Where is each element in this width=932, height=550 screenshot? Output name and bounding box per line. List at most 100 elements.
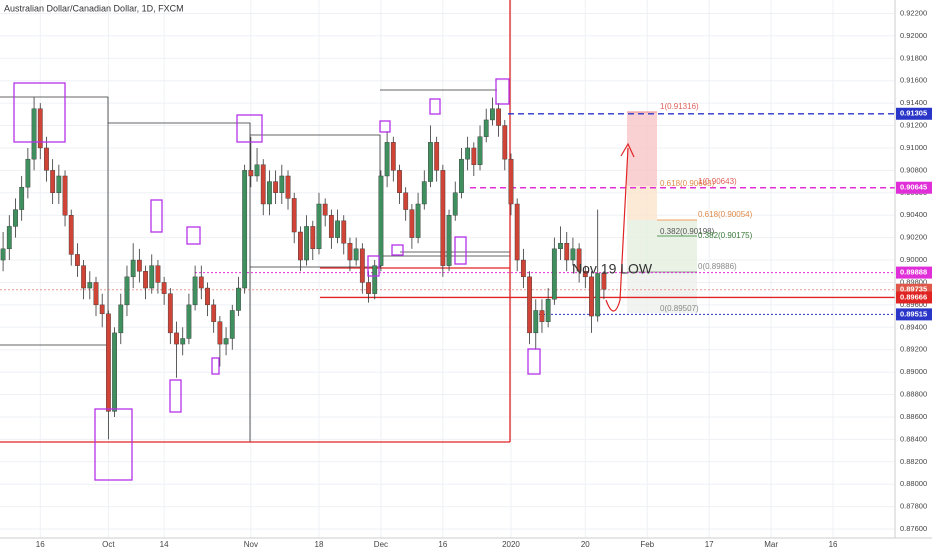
candle-body: [335, 220, 340, 238]
highlight-box: [236, 114, 263, 143]
candle-body: [366, 282, 371, 294]
candle-body: [136, 259, 142, 272]
fib-label: 0.618(0.90643): [660, 179, 715, 188]
x-tick-label: 16: [438, 540, 447, 549]
y-tick-label: 0.90400: [900, 210, 927, 219]
candle-body: [279, 175, 285, 193]
candle-body: [483, 119, 489, 137]
y-tick-label: 0.92000: [900, 31, 927, 40]
candle-body: [459, 158, 464, 193]
candle-body: [124, 276, 130, 306]
candle-body: [192, 276, 198, 306]
price-tag-label: 0.91305: [900, 109, 927, 118]
candle-body: [149, 265, 155, 289]
candle-body: [81, 265, 87, 289]
candle-body: [545, 299, 551, 322]
x-tick-label: Dec: [374, 540, 388, 549]
candle-body: [62, 175, 68, 216]
candle-body: [589, 276, 594, 317]
candle-body: [601, 273, 607, 290]
highlight-box: [527, 348, 541, 375]
x-tick-label: 14: [160, 540, 169, 549]
candle-body: [6, 226, 12, 250]
candle-body: [508, 158, 514, 205]
candle-body: [434, 142, 440, 171]
fib-zone: [627, 112, 657, 186]
y-tick-label: 0.88600: [900, 412, 927, 421]
candle-body: [582, 271, 588, 278]
price-tag-label: 0.89735: [900, 285, 927, 294]
candle-body: [217, 321, 223, 345]
candle-body: [564, 243, 570, 261]
fib-label: 1(0.91316): [660, 102, 699, 111]
candle-body: [267, 181, 272, 205]
annotation: Nov 19 LOW: [572, 261, 653, 277]
y-tick-label: 0.88000: [900, 479, 927, 488]
candle-body: [155, 265, 161, 283]
candle-body: [291, 198, 297, 233]
highlight-box: [391, 244, 404, 256]
x-tick-label: 17: [705, 540, 714, 549]
candle-body: [130, 259, 136, 278]
candle-body: [223, 338, 229, 345]
candle-body: [527, 276, 532, 334]
candle-body: [13, 209, 18, 227]
candle-body: [570, 248, 576, 261]
axis-labels: 0.87600 0.87800 0.88000 0.88200 0.88400 0.886…: [36, 8, 932, 549]
candle-body: [174, 332, 179, 345]
highlight-box: [13, 82, 66, 143]
fib-label: 0.618(0.90054): [698, 210, 753, 219]
x-tick-label: 2020: [502, 540, 520, 549]
candle-body: [328, 214, 334, 238]
candles: [0, 97, 607, 440]
candle-body: [465, 147, 471, 160]
candle-body: [31, 108, 37, 160]
candle-body: [490, 108, 495, 121]
candle-body: [211, 304, 217, 322]
candle-body: [248, 170, 254, 177]
fib-label: 0.382(0.90198): [660, 227, 715, 236]
candle-body: [37, 108, 43, 149]
highlight-boxes: [13, 78, 541, 481]
x-tick-label: Oct: [102, 540, 115, 549]
price-tag: [896, 181, 932, 194]
candle-body: [105, 313, 111, 412]
highlight-box: [379, 120, 391, 133]
candle-body: [428, 142, 433, 182]
x-tick-label: Feb: [640, 540, 654, 549]
candle-body: [50, 170, 56, 193]
candle-body: [236, 287, 241, 311]
candle-body: [384, 142, 390, 177]
candle-body: [359, 248, 365, 283]
candle-body: [322, 203, 328, 216]
candle-body: [87, 282, 93, 289]
candle-body: [297, 231, 303, 261]
y-tick-label: 0.89200: [900, 345, 927, 354]
fib-zone: [627, 272, 697, 313]
candle-body: [390, 142, 396, 171]
y-tick-label: 0.90000: [900, 255, 927, 264]
fib-label: 0(0.89886): [698, 262, 737, 271]
candle-body: [254, 164, 260, 177]
x-tick-label: Nov: [244, 540, 258, 549]
y-tick-label: 0.89800: [900, 277, 927, 286]
candle-body: [260, 164, 266, 205]
candle-body: [502, 125, 508, 160]
candle-body: [304, 226, 309, 261]
price-tag-label: 0.89888: [900, 268, 927, 277]
highlight-box: [367, 255, 380, 277]
fib-zone: [627, 220, 697, 272]
x-tick-label: 16: [829, 540, 838, 549]
price-tag: [896, 107, 932, 120]
candle-body: [180, 338, 186, 345]
price-tag: [896, 266, 932, 279]
price-tag-label: 0.89666: [900, 292, 927, 301]
candle-body: [273, 181, 279, 193]
red-box: [0, 0, 511, 443]
price-tag: [896, 308, 932, 321]
fib-zone: [627, 186, 657, 220]
y-tick-label: 0.91800: [900, 53, 927, 62]
candle-body: [112, 332, 117, 412]
candle-body: [409, 209, 415, 238]
